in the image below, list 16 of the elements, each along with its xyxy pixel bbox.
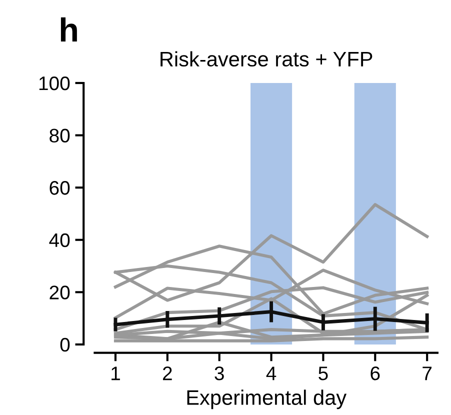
x-tick-label: 4	[266, 366, 276, 380]
x-tick-label: 1	[112, 366, 120, 380]
x-tick-label: 2	[162, 366, 172, 380]
y-tick-label: 0	[60, 338, 70, 352]
x-tick-label: 6	[370, 366, 380, 380]
y-tick-label: 80	[50, 128, 70, 143]
x-axis-title: Experimental day	[187, 390, 347, 410]
y-tick-label: 40	[49, 233, 70, 248]
chart-title: Risk-averse rats + YFP	[160, 51, 372, 67]
text: h	[60, 17, 77, 42]
y-tick-label: 100	[39, 76, 70, 90]
x-tick-label: 3	[214, 366, 224, 380]
y-tick-label: 60	[50, 181, 70, 195]
y-tick-label: 20	[50, 286, 70, 300]
x-tick-label: 5	[318, 366, 328, 380]
x-tick-label: 7	[422, 366, 432, 380]
